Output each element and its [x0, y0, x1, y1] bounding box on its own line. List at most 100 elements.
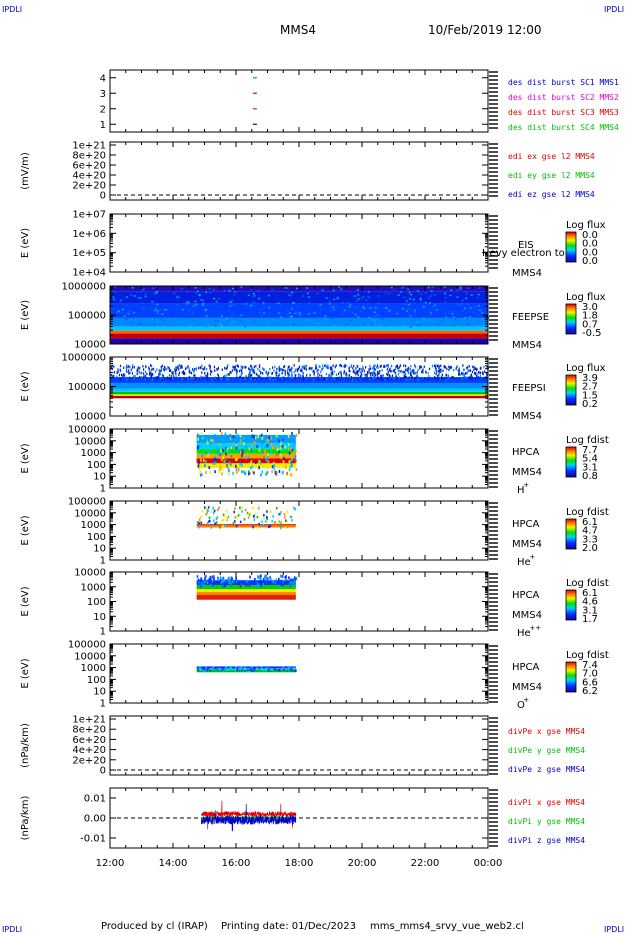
spectrogram-speckle	[249, 575, 251, 579]
spectrogram-speckle	[269, 510, 272, 513]
spectrogram-speckle	[463, 318, 466, 320]
spectrogram-speckle	[211, 370, 213, 374]
spectrogram-speckle	[423, 365, 425, 369]
spectrogram-speckle	[215, 458, 217, 462]
spectrogram-speckle	[346, 374, 348, 377]
spectrogram-speckle	[138, 297, 141, 299]
spectrogram-speckle	[245, 470, 247, 474]
spectrogram-speckle	[185, 303, 188, 305]
spectrogram-speckle	[263, 455, 265, 459]
spectrogram-speckle	[376, 313, 379, 316]
spectrogram-speckle	[144, 374, 147, 378]
spectrogram-speckle	[133, 377, 135, 381]
spectrogram-speckle	[171, 371, 173, 375]
spectrogram-speckle	[284, 445, 287, 449]
spectrogram-speckle	[287, 668, 289, 671]
spectrogram-speckle	[222, 524, 224, 528]
spectrogram-speckle	[239, 320, 242, 322]
spectrogram-speckle	[263, 368, 265, 371]
spectrogram-speckle	[193, 374, 195, 377]
spectrogram-speckle	[291, 373, 293, 377]
spectrogram-speckle	[210, 436, 212, 440]
spectrogram-speckle	[439, 320, 442, 322]
spectrogram-speckle	[219, 526, 221, 529]
spectrogram-speckle	[413, 369, 415, 373]
spectrogram-speckle	[258, 365, 261, 369]
spectrogram-speckle	[187, 365, 189, 368]
spectrogram-speckle	[295, 459, 298, 463]
spectrogram-speckle	[288, 576, 290, 580]
spectrogram-speckle	[344, 309, 347, 312]
spectrogram-speckle	[142, 288, 145, 290]
spectrogram-speckle	[471, 370, 473, 374]
spectrogram-speckle	[259, 375, 261, 379]
spectrogram-speckle	[461, 310, 464, 313]
spectrogram-speckle	[277, 312, 280, 314]
spectrogram-speckle	[465, 297, 468, 300]
y-tick-label: 2	[100, 104, 106, 115]
spectrogram-speckle	[430, 311, 433, 314]
spectrogram-speckle	[279, 368, 281, 371]
spectrogram-speckle	[221, 472, 223, 476]
spectrogram-speckle	[258, 364, 261, 367]
spectrogram-speckle	[404, 372, 407, 376]
spectrogram-speckle	[330, 367, 332, 371]
spectrogram-speckle	[422, 318, 425, 320]
spectrogram-speckle	[228, 301, 231, 304]
spectrogram-speckle	[458, 367, 461, 370]
spectrogram-speckle	[252, 371, 255, 374]
spectrogram-speckle	[278, 512, 281, 516]
spectrogram-speckle	[285, 287, 288, 289]
spectrogram-speckle	[388, 292, 391, 295]
spectrogram-speckle	[321, 374, 323, 378]
spectrogram-speckle	[367, 296, 370, 298]
spectrogram-band	[110, 394, 488, 396]
spectrogram-speckle	[154, 307, 157, 310]
spectrogram-speckle	[248, 669, 251, 672]
spectrogram-speckle	[142, 365, 144, 368]
spectrogram-speckle	[294, 583, 296, 587]
spectrogram-speckle	[271, 289, 274, 291]
spectrogram-speckle	[374, 368, 376, 371]
spectrogram-speckle	[439, 303, 442, 305]
spectrogram-speckle	[262, 577, 265, 581]
spectrogram-speckle	[180, 377, 182, 381]
spectrogram-speckle	[317, 372, 319, 375]
spectrogram-speckle	[362, 367, 364, 370]
spectrogram-speckle	[438, 365, 440, 368]
spectrogram-speckle	[449, 366, 451, 369]
spectrogram-speckle	[430, 314, 433, 316]
spectrogram-speckle	[381, 374, 383, 378]
spectrogram-speckle	[395, 377, 397, 380]
spectrogram-speckle	[215, 668, 218, 671]
spectrogram-speckle	[241, 506, 243, 510]
spectrogram-speckle	[125, 364, 128, 367]
spectrogram-speckle	[300, 369, 302, 373]
spectrogram-speckle	[229, 370, 231, 374]
spectrogram-speckle	[298, 373, 300, 376]
spectrogram-band	[196, 668, 296, 670]
spectrogram-speckle	[254, 577, 256, 581]
footer-produced: Produced by cl (IRAP)	[101, 921, 208, 932]
spectrogram-speckle	[399, 364, 401, 367]
spectrogram-speckle	[476, 324, 479, 327]
spectrogram-speckle	[265, 440, 268, 444]
spectrogram-speckle	[203, 584, 206, 588]
spectrogram-speckle	[201, 364, 203, 368]
spectrogram-speckle	[409, 378, 411, 381]
spectrogram-speckle	[435, 309, 438, 311]
spectrogram-speckle	[193, 370, 195, 373]
colorbar	[565, 303, 577, 335]
spectrogram-speckle	[288, 451, 291, 455]
spectrogram-speckle	[383, 365, 385, 368]
spectrogram-speckle	[404, 375, 407, 378]
spectrogram-speckle	[330, 374, 332, 377]
spectrogram-speckle	[250, 288, 253, 291]
spectrogram-speckle	[369, 367, 372, 370]
spectrogram-speckle	[240, 377, 242, 381]
spectrogram-speckle	[338, 376, 340, 380]
spectrogram-speckle	[355, 372, 357, 376]
spectrogram-speckle	[262, 524, 264, 527]
x-tick-label: 12:00	[96, 858, 125, 869]
spectrogram-speckle	[311, 366, 313, 370]
